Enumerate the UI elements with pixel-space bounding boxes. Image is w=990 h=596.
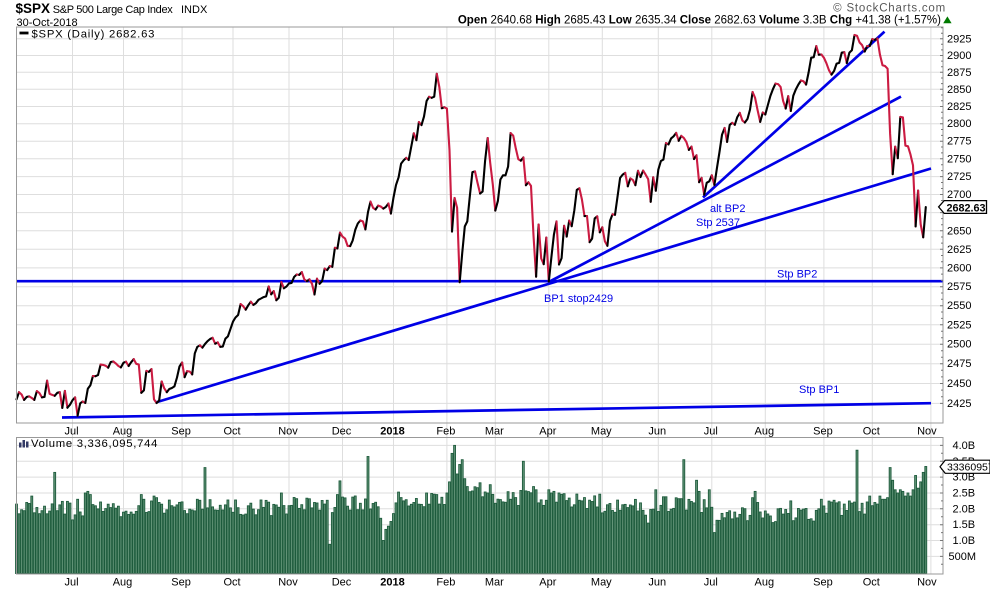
svg-text:2850: 2850 (947, 84, 971, 96)
svg-text:1.0B: 1.0B (953, 535, 976, 547)
svg-text:4.0B: 4.0B (953, 440, 976, 452)
svg-text:Apr: Apr (539, 426, 556, 438)
svg-text:2600: 2600 (947, 262, 971, 274)
svg-text:© StockCharts.com: © StockCharts.com (833, 3, 946, 15)
svg-text:$SPX: $SPX (16, 1, 51, 16)
svg-text:2450: 2450 (947, 378, 971, 390)
svg-text:Sep: Sep (813, 426, 833, 438)
svg-text:2018: 2018 (380, 426, 404, 438)
svg-text:Aug: Aug (755, 577, 775, 589)
svg-text:3.0B: 3.0B (953, 472, 976, 484)
svg-text:Oct: Oct (863, 577, 880, 589)
svg-text:2550: 2550 (947, 300, 971, 312)
svg-text:Jul: Jul (64, 577, 78, 589)
svg-text:Aug: Aug (113, 577, 133, 589)
svg-text:$SPX (Daily) 2682.63: $SPX (Daily) 2682.63 (32, 28, 156, 40)
svg-text:Jul: Jul (704, 426, 718, 438)
svg-text:Nov: Nov (917, 426, 937, 438)
svg-text:Mar: Mar (485, 577, 504, 589)
svg-text:Stp 2537: Stp 2537 (696, 217, 740, 229)
svg-text:Volume 3,336,095,744: Volume 3,336,095,744 (31, 438, 158, 450)
svg-text:2.0B: 2.0B (953, 503, 976, 515)
svg-text:Jun: Jun (648, 577, 666, 589)
svg-text:2625: 2625 (947, 244, 971, 256)
svg-text:2800: 2800 (947, 118, 971, 130)
svg-text:Oct: Oct (863, 426, 880, 438)
svg-text:2875: 2875 (947, 67, 971, 79)
svg-text:1.5B: 1.5B (953, 519, 976, 531)
svg-text:Nov: Nov (278, 577, 298, 589)
svg-text:Nov: Nov (278, 426, 298, 438)
svg-text:2525: 2525 (947, 319, 971, 331)
svg-text:2575: 2575 (947, 281, 971, 293)
svg-text:2425: 2425 (947, 398, 971, 410)
svg-text:2700: 2700 (947, 189, 971, 201)
svg-text:2650: 2650 (947, 225, 971, 237)
svg-text:30-Oct-2018: 30-Oct-2018 (17, 17, 78, 29)
svg-text:S&P 500 Large Cap Index: S&P 500 Large Cap Index (53, 4, 173, 16)
svg-text:2750: 2750 (947, 153, 971, 165)
svg-text:Apr: Apr (539, 577, 556, 589)
svg-text:Jul: Jul (64, 426, 78, 438)
svg-text:500M: 500M (949, 551, 977, 563)
svg-text:BP1 stop2429: BP1 stop2429 (544, 293, 613, 305)
svg-text:Stp BP1: Stp BP1 (799, 384, 839, 396)
svg-text:May: May (591, 426, 612, 438)
svg-text:2925: 2925 (947, 33, 971, 45)
svg-text:Oct: Oct (223, 426, 240, 438)
svg-text:Aug: Aug (755, 426, 775, 438)
svg-text:33360957: 33360957 (947, 462, 990, 474)
svg-text:2682.63: 2682.63 (947, 202, 986, 214)
svg-text:Feb: Feb (436, 577, 455, 589)
svg-text:2900: 2900 (947, 50, 971, 62)
svg-text:2500: 2500 (947, 339, 971, 351)
svg-text:Feb: Feb (436, 426, 455, 438)
svg-text:Stp BP2: Stp BP2 (777, 269, 817, 281)
svg-text:Aug: Aug (113, 426, 133, 438)
svg-text:Jun: Jun (648, 426, 666, 438)
svg-text:Open 2640.68 High 2685.43 Low: Open 2640.68 High 2685.43 Low 2635.34 Cl… (458, 15, 941, 27)
svg-text:Jul: Jul (704, 577, 718, 589)
svg-text:Nov: Nov (917, 577, 937, 589)
svg-text:2725: 2725 (947, 171, 971, 183)
svg-text:alt BP2: alt BP2 (710, 203, 745, 215)
svg-text:Sep: Sep (171, 426, 191, 438)
svg-text:May: May (591, 577, 612, 589)
svg-text:Dec: Dec (332, 426, 352, 438)
svg-text:Mar: Mar (485, 426, 504, 438)
svg-text:2825: 2825 (947, 101, 971, 113)
svg-text:2475: 2475 (947, 358, 971, 370)
svg-text:Dec: Dec (332, 577, 352, 589)
svg-text:2.5B: 2.5B (953, 488, 976, 500)
svg-text:Sep: Sep (171, 577, 191, 589)
svg-text:Oct: Oct (223, 577, 240, 589)
svg-text:2018: 2018 (380, 577, 404, 589)
svg-text:Sep: Sep (813, 577, 833, 589)
svg-text:INDX: INDX (181, 4, 208, 16)
svg-text:2775: 2775 (947, 136, 971, 148)
